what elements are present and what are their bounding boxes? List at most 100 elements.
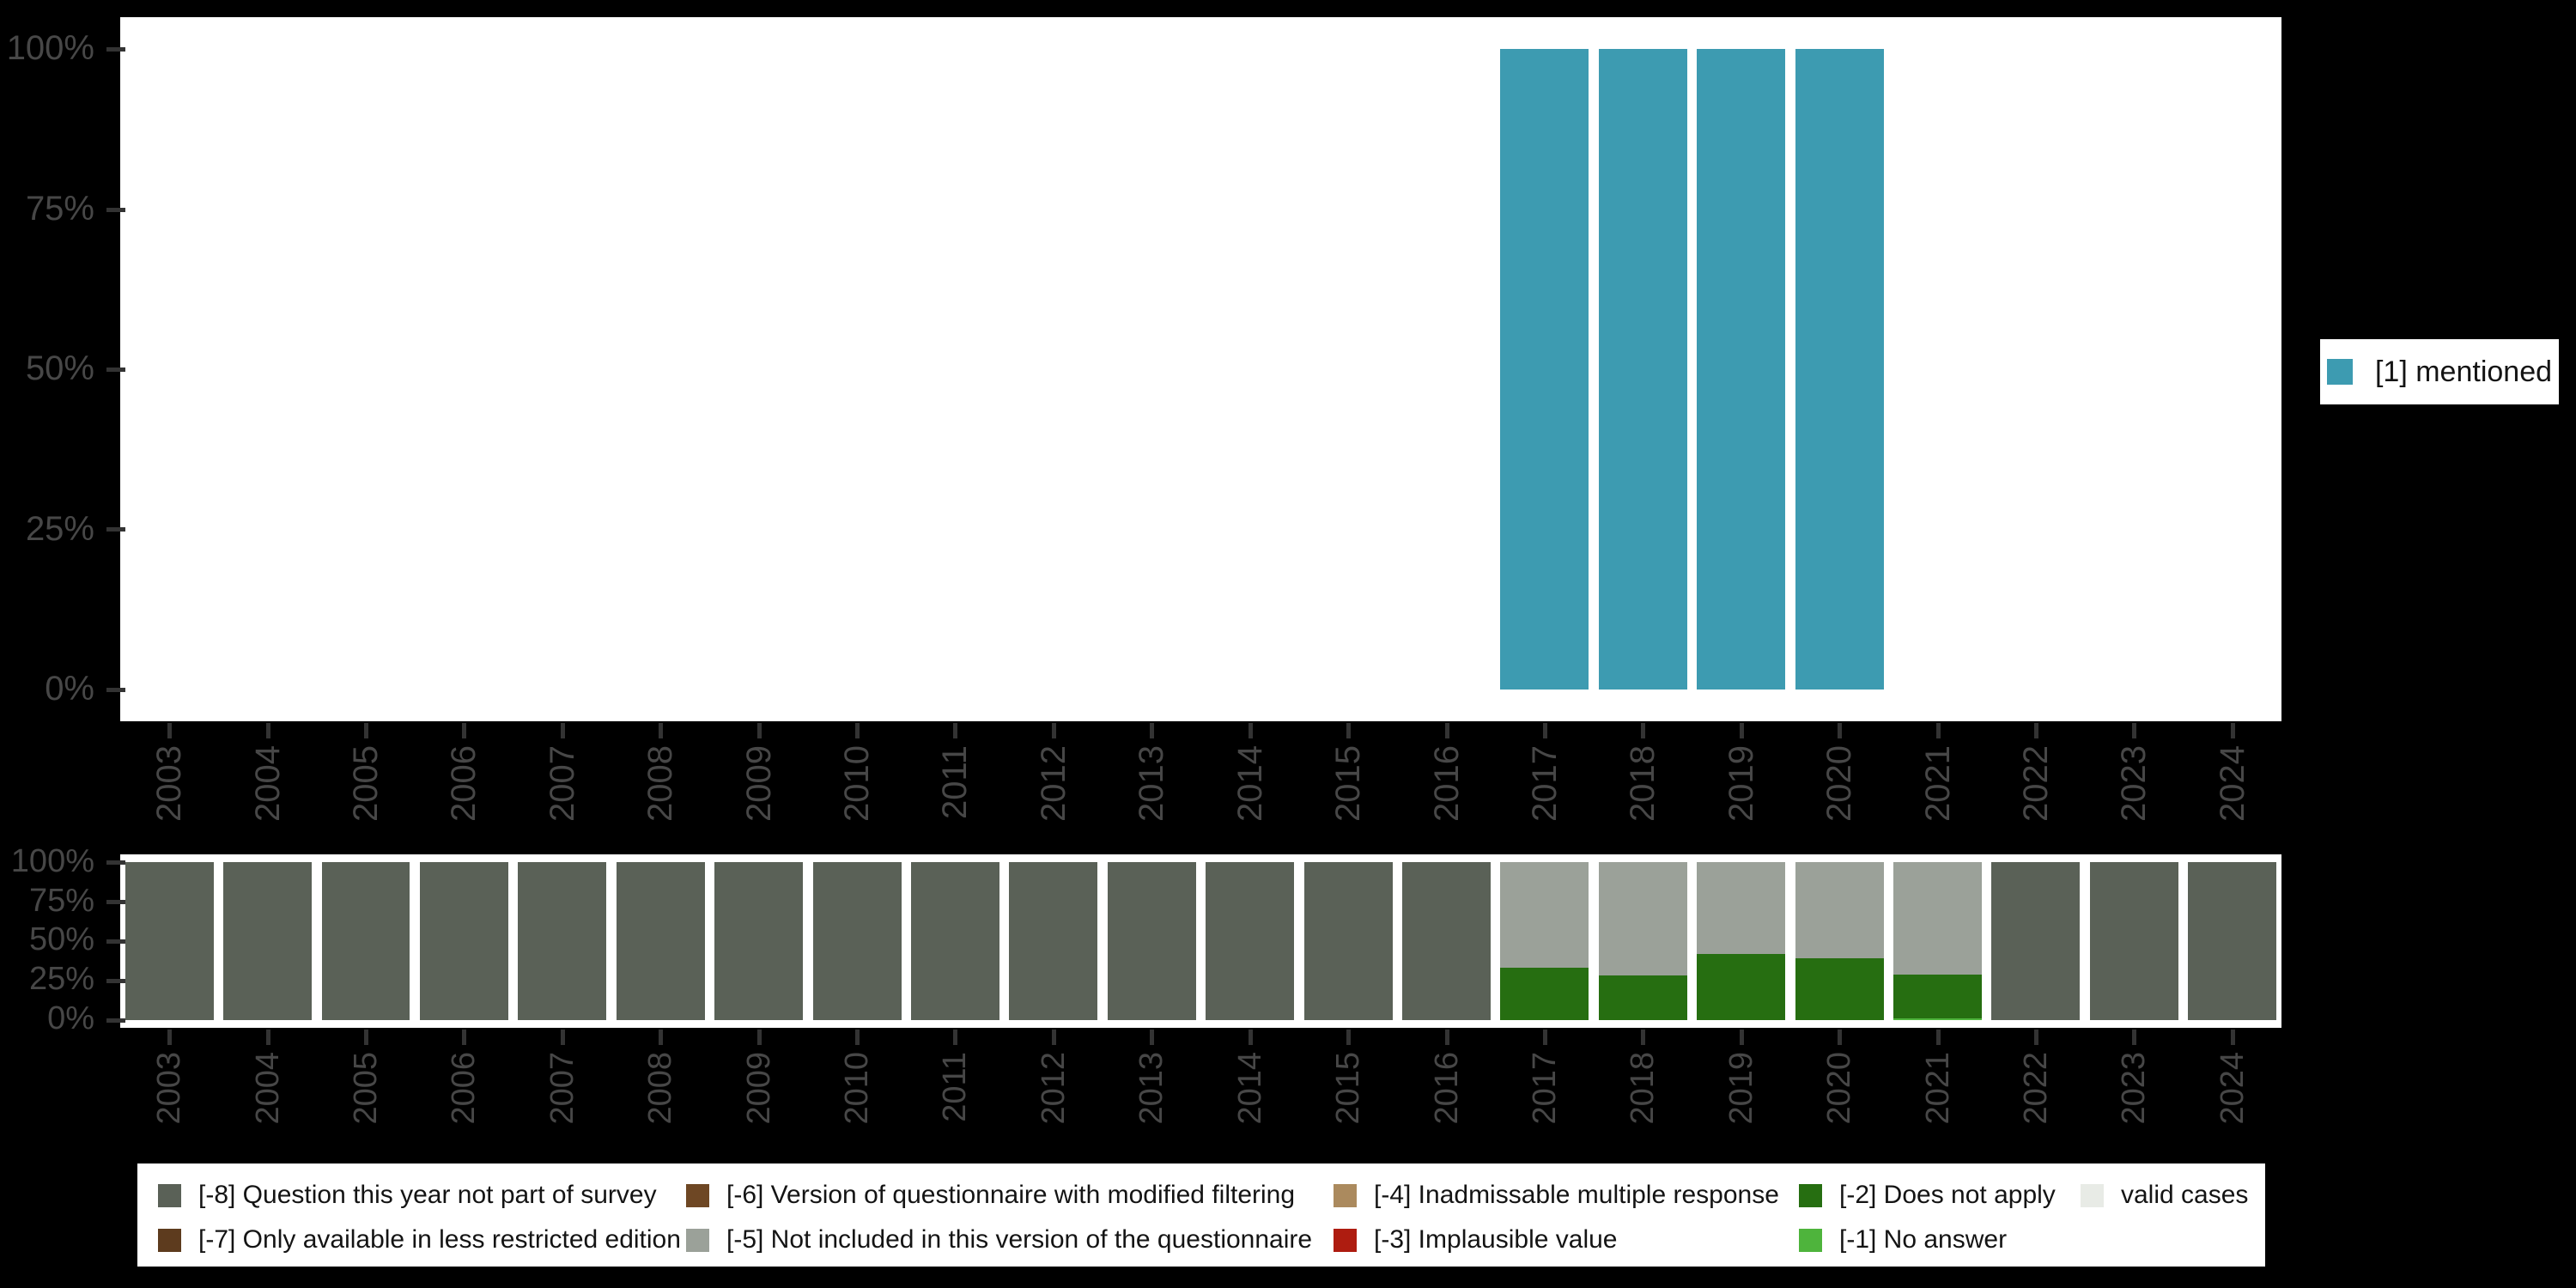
- x-axis-tick-mark: [1346, 1030, 1352, 1045]
- x-axis-tick-mark: [1444, 723, 1449, 738]
- x-axis-tick-mark: [364, 723, 369, 738]
- legend-swatch: [1334, 1228, 1357, 1252]
- x-axis-tick-mark: [1248, 723, 1253, 738]
- y-axis-tick-label: 25%: [28, 961, 94, 998]
- legend-swatch: [686, 1228, 709, 1252]
- legend-label: [-4] Inadmissable multiple response: [1374, 1181, 1779, 1209]
- bar-segment: [1009, 862, 1098, 1020]
- legend-swatch: [158, 1228, 181, 1252]
- x-axis-tick-mark: [1935, 723, 1941, 738]
- y-axis-tick-label: 0%: [47, 1000, 94, 1037]
- y-axis-tick-mark: [106, 527, 125, 532]
- bar-segment: [1697, 862, 1786, 954]
- bar-segment: [1893, 974, 1983, 1018]
- y-axis-tick-mark: [106, 368, 125, 372]
- y-axis-tick-mark: [106, 860, 125, 866]
- x-axis-tick-mark: [265, 723, 270, 738]
- x-axis-tick-mark: [756, 1030, 762, 1045]
- bar-segment: [1795, 862, 1884, 959]
- legend-label: [-7] Only available in less restricted e…: [198, 1225, 681, 1254]
- bar-segment: [1107, 862, 1196, 1020]
- y-axis-tick-mark: [106, 207, 125, 212]
- x-axis-tick-mark: [560, 723, 565, 738]
- x-axis-tick-mark: [2033, 1030, 2038, 1045]
- legend-item: [-4] Inadmissable multiple response: [1334, 1181, 1779, 1209]
- x-axis-tick-mark: [1935, 1030, 1941, 1045]
- bar-segment: [419, 862, 508, 1020]
- x-axis-tick-mark: [1542, 723, 1547, 738]
- y-axis-tick-label: 25%: [25, 509, 94, 548]
- x-axis-tick-mark: [1248, 1030, 1253, 1045]
- y-axis-tick-mark: [106, 900, 125, 905]
- legend-label: [-3] Implausible value: [1374, 1225, 1618, 1254]
- bar-segment: [1893, 862, 1983, 975]
- missing-values-legend: [-8] Question this year not part of surv…: [137, 1163, 2265, 1267]
- y-axis-tick-label: 50%: [25, 349, 94, 388]
- x-axis-tick-mark: [167, 723, 173, 738]
- legend-item: [-8] Question this year not part of surv…: [158, 1181, 657, 1209]
- mentioned-legend-label: [1] mentioned: [2374, 355, 2553, 388]
- bar-segment: [223, 862, 313, 1020]
- legend-swatch: [1799, 1183, 1822, 1207]
- legend-label: valid cases: [2121, 1181, 2249, 1209]
- bar-segment: [1598, 975, 1687, 1020]
- bar-segment: [1500, 968, 1589, 1020]
- mentioned-legend-swatch: [2326, 359, 2353, 385]
- bar-segment: [2089, 862, 2178, 1020]
- bar-segment: [1697, 953, 1786, 1020]
- legend-item: [-2] Does not apply: [1799, 1181, 2056, 1209]
- x-axis-tick-mark: [1838, 1030, 1843, 1045]
- x-axis-tick-mark: [1150, 1030, 1155, 1045]
- y-axis-tick-mark: [106, 978, 125, 983]
- y-axis-tick-label: 75%: [28, 882, 94, 919]
- bar-segment: [1795, 49, 1884, 690]
- x-axis-tick-mark: [167, 1030, 173, 1045]
- legend-swatch: [2081, 1183, 2104, 1207]
- bar-segment: [518, 862, 607, 1020]
- x-axis-tick-mark: [953, 1030, 958, 1045]
- legend-item: valid cases: [2081, 1181, 2249, 1209]
- y-axis-tick-mark: [106, 687, 125, 692]
- x-axis-tick-mark: [2230, 723, 2235, 738]
- x-axis-tick-mark: [560, 1030, 565, 1045]
- legend-label: [-1] No answer: [1839, 1225, 2008, 1254]
- y-axis-tick-label: 0%: [45, 669, 94, 708]
- x-axis-tick-mark: [659, 723, 664, 738]
- x-axis-tick-mark: [953, 723, 958, 738]
- x-axis-tick-mark: [1739, 723, 1744, 738]
- legend-swatch: [158, 1183, 181, 1207]
- y-axis-tick-mark: [106, 47, 125, 52]
- bar-segment: [125, 862, 214, 1020]
- x-axis-tick-mark: [1051, 723, 1056, 738]
- legend-item: [-6] Version of questionnaire with modif…: [686, 1181, 1296, 1209]
- legend-item: [-7] Only available in less restricted e…: [158, 1225, 681, 1254]
- y-axis-tick-label: 50%: [28, 921, 94, 958]
- x-axis-tick-mark: [855, 1030, 860, 1045]
- y-axis-tick-label: 100%: [6, 29, 94, 68]
- bar-segment: [714, 862, 804, 1020]
- y-axis-tick-mark: [106, 1018, 125, 1023]
- legend-label: [-6] Version of questionnaire with modif…: [726, 1181, 1296, 1209]
- legend-item: [-5] Not included in this version of the…: [686, 1225, 1312, 1254]
- bar-segment: [1206, 862, 1295, 1020]
- x-axis-tick-mark: [462, 1030, 467, 1045]
- legend-label: [-8] Question this year not part of surv…: [198, 1181, 657, 1209]
- x-axis-tick-mark: [364, 1030, 369, 1045]
- bar-segment: [1697, 49, 1786, 690]
- legend-item: [-3] Implausible value: [1334, 1225, 1618, 1254]
- bar-segment: [1500, 862, 1589, 969]
- x-axis-tick-mark: [659, 1030, 664, 1045]
- bar-segment: [1598, 862, 1687, 976]
- bar-segment: [321, 862, 410, 1020]
- bar-segment: [1893, 1018, 1983, 1020]
- legend-swatch: [1799, 1228, 1822, 1252]
- chart-panel: [120, 17, 2281, 721]
- y-axis-tick-mark: [106, 939, 125, 944]
- x-axis-tick-mark: [756, 723, 762, 738]
- x-axis-tick-mark: [1641, 723, 1646, 738]
- legend-item: [-1] No answer: [1799, 1225, 2008, 1254]
- y-axis-tick-label: 75%: [25, 189, 94, 228]
- bar-segment: [616, 862, 705, 1020]
- mentioned-legend: [1] mentioned: [2320, 339, 2559, 404]
